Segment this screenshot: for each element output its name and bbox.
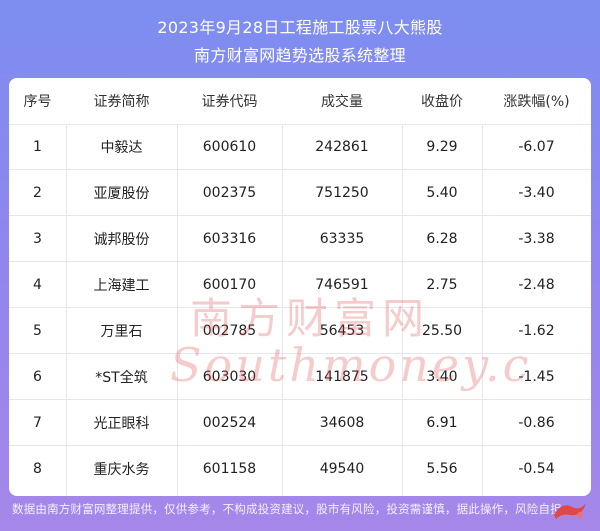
cell-code: 002375 [202, 184, 257, 201]
cell-close: 3.40 [426, 368, 458, 385]
table-row: 7 光正眼科 002524 34608 6.91 -0.86 [9, 400, 591, 446]
table-row: 8 重庆水务 601158 49540 5.56 -0.54 [9, 446, 591, 491]
cell-close: 9.29 [426, 138, 458, 155]
column-divider [482, 78, 483, 496]
brand-logo-icon [554, 503, 586, 519]
cell-name: 亚厦股份 [93, 185, 150, 202]
cell-code: 600610 [202, 138, 257, 155]
cell-index: 6 [33, 368, 42, 385]
cell-change: -1.62 [518, 322, 555, 339]
header-cell-code: 证券代码 [201, 94, 258, 110]
cell-volume: 141875 [315, 368, 369, 385]
cell-volume: 63335 [319, 230, 365, 247]
cell-name: 万里石 [100, 323, 143, 340]
cell-index: 5 [33, 322, 42, 339]
table-header-row: 序号 证券简称 证券代码 成交量 收盘价 涨跌幅(%) [9, 78, 591, 125]
header: 2023年9月28日工程施工股票八大熊股 南方财富网趋势选股系统整理 [0, 0, 600, 78]
disclaimer-text: 数据由南方财富网整理提供，仅供参考，不构成投资建议，股市有风险，投资需谨慎，据此… [12, 502, 574, 516]
cell-close: 6.91 [426, 414, 458, 431]
cell-change: -3.38 [518, 230, 555, 247]
cell-volume: 242861 [315, 138, 369, 155]
page-subtitle: 南方财富网趋势选股系统整理 [194, 46, 406, 65]
table-row: 1 中毅达 600610 242861 9.29 -6.07 [9, 124, 591, 170]
cell-index: 2 [33, 184, 42, 201]
cell-index: 7 [33, 414, 42, 431]
header-cell-change: 涨跌幅(%) [503, 94, 570, 110]
cell-code: 002524 [202, 414, 257, 431]
column-divider [282, 78, 283, 496]
table-row: 3 诚邦股份 603316 63335 6.28 -3.38 [9, 216, 591, 262]
cell-change: -2.48 [518, 276, 555, 293]
cell-volume: 49540 [319, 460, 365, 477]
stock-table: 序号 证券简称 证券代码 成交量 收盘价 涨跌幅(%) 1 中毅达 600610… [9, 78, 591, 496]
cell-close: 25.50 [421, 322, 463, 339]
cell-index: 3 [33, 230, 42, 247]
cell-code: 603316 [202, 230, 257, 247]
cell-volume: 746591 [315, 276, 369, 293]
cell-volume: 34608 [319, 414, 365, 431]
cell-name: 光正眼科 [93, 415, 150, 432]
cell-code: 603030 [202, 368, 257, 385]
header-cell-name: 证券简称 [93, 94, 150, 110]
table-row: 2 亚厦股份 002375 751250 5.40 -3.40 [9, 170, 591, 216]
cell-code: 002785 [202, 322, 257, 339]
column-divider [402, 78, 403, 496]
cell-change: -6.07 [518, 138, 555, 155]
cell-index: 8 [33, 460, 42, 477]
cell-name: *ST全筑 [95, 369, 148, 386]
cell-name: 重庆水务 [93, 461, 150, 478]
header-cell-close: 收盘价 [421, 94, 463, 110]
cell-name: 诚邦股份 [93, 231, 150, 248]
column-divider [66, 78, 67, 496]
cell-close: 6.28 [426, 230, 458, 247]
cell-volume: 56453 [319, 322, 365, 339]
cell-change: -0.54 [518, 460, 555, 477]
cell-change: -3.40 [518, 184, 555, 201]
header-cell-volume: 成交量 [321, 94, 363, 110]
cell-index: 1 [33, 138, 42, 155]
table-row: 6 *ST全筑 603030 141875 3.40 -1.45 [9, 354, 591, 400]
cell-index: 4 [33, 276, 42, 293]
page-title: 2023年9月28日工程施工股票八大熊股 [157, 18, 443, 37]
table-row: 5 万里石 002785 56453 25.50 -1.62 [9, 308, 591, 354]
cell-name: 上海建工 [93, 277, 150, 294]
cell-close: 5.40 [426, 184, 458, 201]
column-divider [177, 78, 178, 496]
cell-change: -1.45 [518, 368, 555, 385]
cell-close: 5.56 [426, 460, 458, 477]
cell-code: 601158 [202, 460, 257, 477]
cell-close: 2.75 [426, 276, 458, 293]
cell-change: -0.86 [518, 414, 555, 431]
cell-code: 600170 [202, 276, 257, 293]
header-cell-index: 序号 [23, 94, 52, 110]
cell-volume: 751250 [315, 184, 369, 201]
table-row: 4 上海建工 600170 746591 2.75 -2.48 [9, 262, 591, 308]
cell-name: 中毅达 [100, 139, 143, 156]
